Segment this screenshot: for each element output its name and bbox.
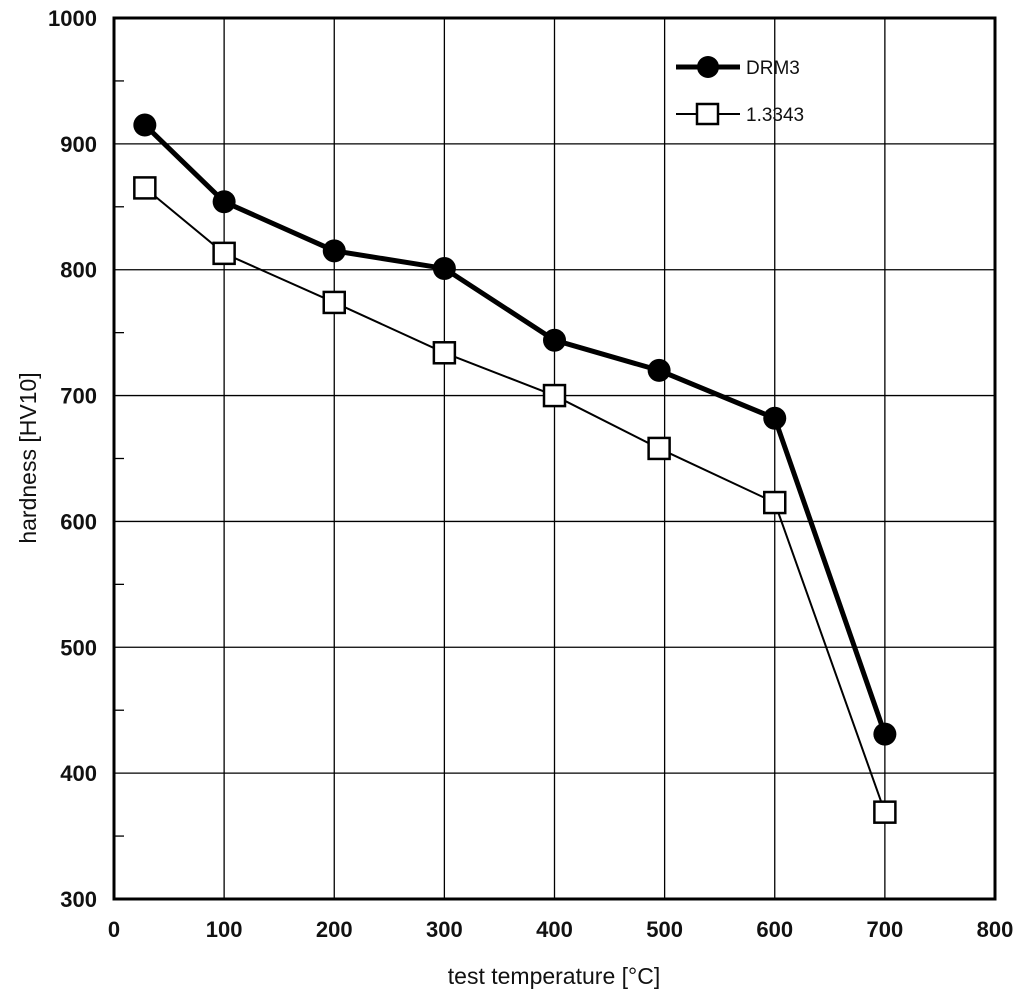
y-axis-label: hardness [HV10] [15,372,41,543]
data-point-drm3 [133,113,157,137]
x-tick-label: 600 [756,917,793,942]
data-point-1-3343 [873,800,897,824]
data-point-1-3343 [432,341,457,365]
data-point-1-3343 [212,241,236,266]
x-tick-label: 300 [426,917,463,942]
data-point-1-3343 [322,290,346,315]
plot-frame [112,16,997,901]
legend-marker-drm3 [697,56,719,78]
x-tick-label: 0 [108,917,120,942]
data-point-1-3343 [542,383,567,408]
y-tick-label: 400 [60,761,97,786]
legend-label-1-3343: 1.3343 [746,105,804,126]
y-tick-label: 900 [60,132,97,157]
x-axis-label: test temperature [°C] [448,963,660,989]
x-tick-label: 400 [536,917,573,942]
x-tick-label: 500 [646,917,683,942]
legend-label-drm3: DRM3 [746,58,800,79]
series-line-drm3 [143,123,888,735]
y-tick-label: 1000 [48,6,97,31]
y-tick-label: 700 [60,384,97,409]
y-tick-label: 300 [60,887,97,912]
legend-marker-1-3343 [695,102,720,126]
x-tick-label: 200 [316,917,353,942]
data-point-drm3 [647,358,671,382]
x-tick-label: 800 [977,917,1014,942]
legend: DRM3 1.3343 [676,56,804,126]
x-tick-label: 700 [867,917,904,942]
data-point-drm3 [212,190,236,214]
grid [113,17,996,900]
data-point-1-3343 [647,436,671,461]
data-point-1-3343 [133,176,157,200]
series-layer [133,113,897,824]
y-tick-label: 600 [60,509,97,534]
data-point-drm3 [873,722,897,746]
data-point-drm3 [543,328,566,352]
data-point-drm3 [322,239,346,263]
tick-labels: 0 100 200 300 400 500 600 700 800 300 400 500 600 700… [48,6,1013,942]
data-point-drm3 [432,256,456,280]
data-point-1-3343 [763,490,787,515]
y-tick-label: 500 [60,635,97,660]
series-line-1-3343 [144,187,886,813]
y-tick-label: 800 [60,258,97,283]
x-tick-label: 100 [206,917,243,942]
data-point-drm3 [763,406,787,430]
